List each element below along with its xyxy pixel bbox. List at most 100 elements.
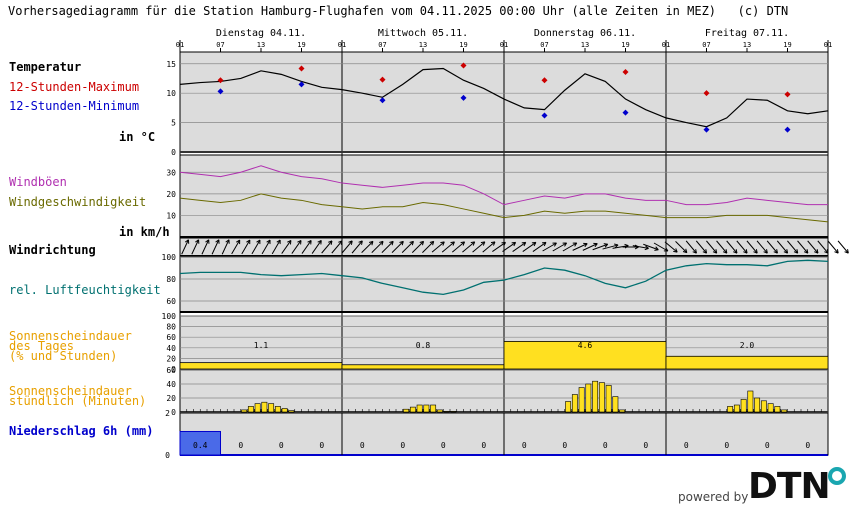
wind-arrow-head [603,243,609,248]
wind-arrow-head [480,241,486,246]
wind-speed-legend: Windgeschwindigkeit [9,195,147,209]
min-temp-point [460,94,467,101]
wind-arrow-head [450,241,455,246]
wind-direction-arrow [532,241,547,252]
wind-direction-arrow [817,240,829,254]
wind-arrow-shaft [726,240,738,254]
max-temp-point [784,91,791,98]
wind-arrow-head [256,239,261,245]
wind-direction-arrow [422,240,435,254]
wind-direction-arrow [472,241,486,253]
wind-arrow-shaft [411,240,424,254]
wind-arrow-shaft [797,240,809,254]
wind-direction-arrow [371,240,384,254]
hourly-sun-bar [619,409,626,413]
daily-sun-tick-label: 40 [166,344,176,353]
hourly-sun-bar [443,410,450,413]
hourly-sun-legend-2: stündlich (Minuten) [9,394,147,408]
wind-arrow-head [419,240,425,246]
wind-direction-arrow [492,241,506,252]
wind-direction-arrow [797,240,809,254]
humidity-tick-label: 100 [162,253,177,262]
hourly-sun-bar [605,385,612,413]
wind-direction-arrow [756,240,768,254]
wind-arrow-shaft [241,239,251,255]
wind-arrow-shaft [451,241,465,253]
wind-arrow-head [803,249,809,254]
precip-value-label: 0 [643,441,648,450]
wind-arrow-shaft [351,240,363,254]
wind-arrow-head [307,239,312,245]
wind-arrow-head [722,249,728,254]
wind-arrow-head [531,241,537,247]
hour-tick-label: 13 [581,41,589,49]
hourly-sun-bar [241,409,248,413]
hourly-sun-bar [774,406,781,413]
wind-direction-arrow [221,239,230,255]
wind-unit-label: in km/h [119,225,170,239]
wind-direction-arrow [411,240,425,254]
wind-arrow-shaft [371,240,384,254]
wind-arrow-head [409,240,414,246]
precip-legend: Niederschlag 6h (mm) [9,424,154,438]
wind-arrow-shaft [632,245,649,249]
hourly-sun-bar [585,383,592,413]
daily-sun-bar [665,355,829,370]
hourly-sun-bar [598,382,605,413]
wind-tick-label: 30 [166,168,176,177]
wind-arrow-head [834,249,839,254]
precip-value-label: 0 [562,441,567,450]
wind-direction-arrow [653,242,669,252]
wind-direction-arrow [181,239,190,255]
wind-arrow-shaft [787,240,799,254]
temp-tick-label: 15 [166,60,176,69]
precip-value-label: 0 [684,441,689,450]
hour-tick-label: 13 [419,41,427,49]
hourly-sun-bar [754,397,761,413]
wind-direction-arrow [695,240,708,254]
max-temp-point [379,76,386,83]
wind-direction-arrow [685,240,697,254]
hourly-sun-bar [760,400,767,413]
min-temp-point [379,97,386,104]
wind-direction-arrow [241,239,251,255]
wind-arrow-shaft [664,241,678,253]
wind-arrow-head [358,240,363,245]
wind-tick-label: 10 [166,211,176,220]
wind-direction-arrow [807,240,819,254]
hourly-sun-tick-label: 0 [171,408,176,417]
wind-arrow-head [682,248,688,254]
wind-arrow-head [562,242,568,247]
wind-arrow-head [844,249,849,254]
hourly-sun-bar [781,409,788,413]
max-temp-point [298,65,305,72]
temp-unit-label: in °C [119,130,156,144]
powered-by-text: powered by [678,490,749,504]
max-temp-point [622,69,629,75]
dtn-logo-dot-icon [828,467,846,485]
wind-arrow-head [773,249,778,254]
precip-tick-label: 0 [165,451,170,460]
max-temp-legend: 12-Stunden-Maximum [9,80,140,94]
wind-arrow-head [338,240,343,245]
wind-direction-arrow [582,242,598,251]
wind-arrow-head [501,241,506,247]
wind-direction-arrow [291,239,302,254]
daily-sun-legend-2: des Tages [9,339,75,353]
wind-arrow-head [184,239,190,244]
wind-arrow-shaft [837,240,849,254]
wind-arrow-shaft [572,243,588,251]
daily-sun-bar [341,364,505,370]
wind-direction-arrow [451,241,466,253]
hourly-sun-bar [423,404,430,413]
wind-arrow-shaft [582,243,598,251]
wind-direction-arrow [592,243,609,251]
precip-tick-label: 2 [165,409,170,418]
day-label: Mittwoch 05.11. [378,28,468,39]
wind-direction-arrow [746,240,758,254]
wind-arrow-shaft [361,240,374,254]
wind-arrow-head [552,242,557,247]
wind-arrow-head [225,239,230,244]
wind-arrow-head [593,242,598,248]
